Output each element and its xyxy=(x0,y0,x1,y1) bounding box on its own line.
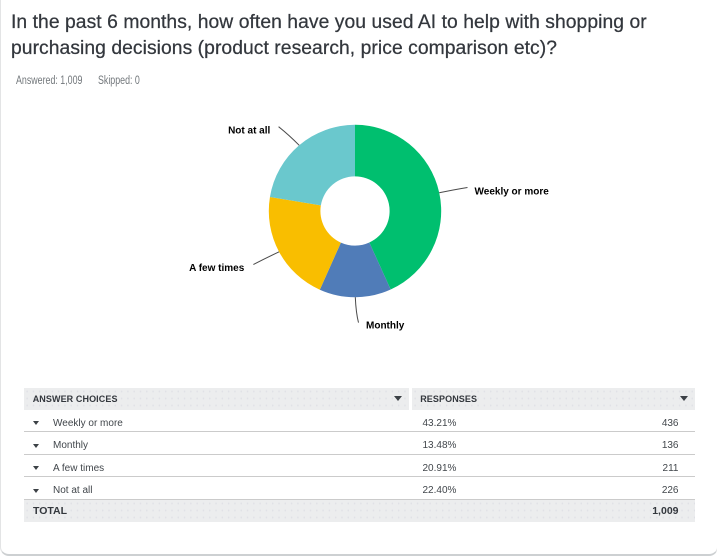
svg-text:Not at all: Not at all xyxy=(228,125,270,136)
svg-text:A few times: A few times xyxy=(189,263,245,274)
svg-text:Weekly or more: Weekly or more xyxy=(475,187,550,198)
svg-text:Monthly: Monthly xyxy=(366,321,405,332)
